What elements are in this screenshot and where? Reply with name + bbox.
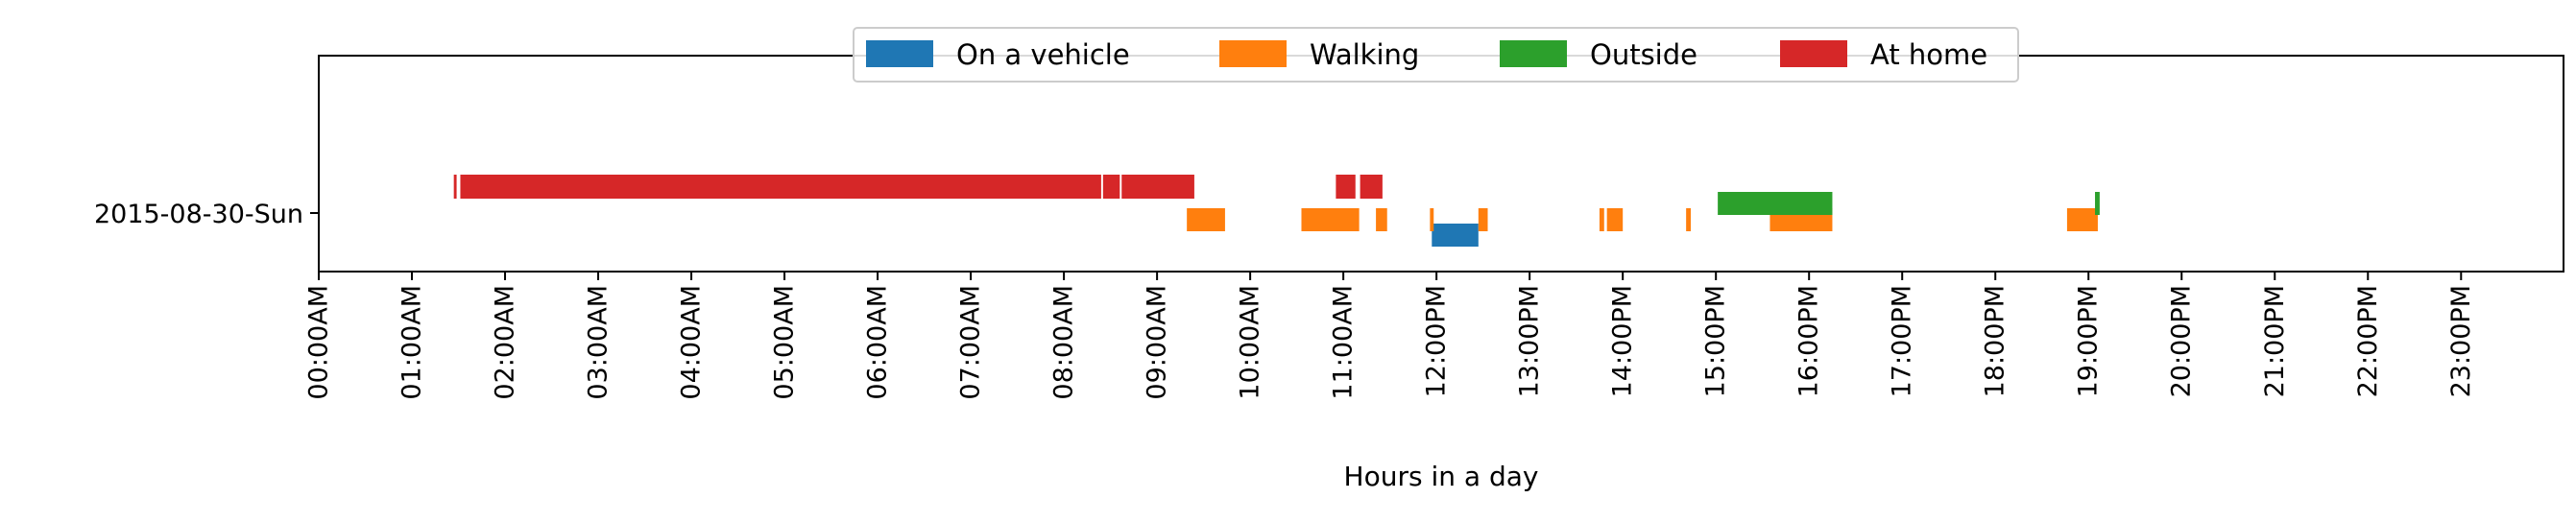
- bar-walking: [2066, 208, 2098, 231]
- x-tick-label: 15:00PM: [1701, 285, 1731, 397]
- legend-swatch: [1219, 40, 1287, 67]
- x-tick-label: 12:00PM: [1422, 285, 1452, 397]
- bar-walking: [1606, 208, 1624, 231]
- x-tick-label: 22:00PM: [2353, 285, 2383, 397]
- bar-walking: [1301, 208, 1360, 231]
- y-tick-label: 2015-08-30-Sun: [94, 200, 303, 229]
- x-tick-label: 16:00PM: [1794, 285, 1824, 397]
- legend-label: On a vehicle: [956, 38, 1130, 71]
- legend-swatch: [866, 40, 933, 67]
- bar-walking: [1478, 208, 1488, 231]
- bars-layer: [453, 175, 2100, 247]
- x-tick-label: 03:00AM: [584, 285, 614, 400]
- x-tick-label: 10:00AM: [1236, 285, 1265, 400]
- bar-at-home: [1336, 175, 1356, 199]
- bar-on-a-vehicle: [1432, 224, 1479, 247]
- x-tick-label: 19:00PM: [2074, 285, 2104, 397]
- legend: On a vehicle Walking Outside At home: [853, 27, 2019, 83]
- legend-label: At home: [1870, 38, 1987, 71]
- legend-box: [853, 27, 2019, 83]
- bar-walking: [1599, 208, 1604, 231]
- x-tick-label: 06:00AM: [863, 285, 893, 400]
- x-tick-label: 07:00AM: [956, 285, 986, 400]
- bar-walking: [1430, 208, 1434, 231]
- x-axis-label: Hours in a day: [1344, 461, 1539, 492]
- x-tick-label: 21:00PM: [2260, 285, 2290, 397]
- legend-label: Walking: [1310, 38, 1419, 71]
- x-tick-label: 20:00PM: [2167, 285, 2197, 397]
- x-tick-label: 09:00AM: [1143, 285, 1172, 400]
- x-tick-label: 08:00AM: [1049, 285, 1079, 400]
- x-tick-label: 00:00AM: [304, 285, 334, 400]
- bar-outside: [1718, 192, 1833, 215]
- bar-at-home: [1102, 175, 1120, 199]
- legend-swatch: [1500, 40, 1567, 67]
- x-tick-label: 14:00PM: [1608, 285, 1638, 397]
- x-tick-label: 01:00AM: [397, 285, 427, 400]
- x-tick-label: 17:00PM: [1888, 285, 1917, 397]
- bar-at-home: [453, 175, 457, 199]
- x-tick-label: 05:00AM: [770, 285, 800, 400]
- legend-label: Outside: [1590, 38, 1697, 71]
- legend-swatch: [1780, 40, 1847, 67]
- bar-at-home: [460, 175, 1101, 199]
- bar-at-home: [1360, 175, 1383, 199]
- bar-outside: [2095, 192, 2100, 215]
- x-tick-label: 18:00PM: [1981, 285, 2010, 397]
- x-tick-label: 13:00PM: [1515, 285, 1545, 397]
- bar-walking: [1187, 208, 1225, 231]
- bar-walking: [1376, 208, 1387, 231]
- x-tick-label: 04:00AM: [677, 285, 707, 400]
- axis-layer: 00:00AM 01:00AM 02:00AM 03:00AM 04:00AM 05:00…: [304, 212, 2476, 400]
- x-tick-label: 11:00AM: [1329, 285, 1359, 400]
- x-tick-label: 23:00PM: [2446, 285, 2476, 397]
- bar-at-home: [1121, 175, 1194, 199]
- x-tick-label: 02:00AM: [491, 285, 520, 400]
- bar-walking: [1686, 208, 1691, 231]
